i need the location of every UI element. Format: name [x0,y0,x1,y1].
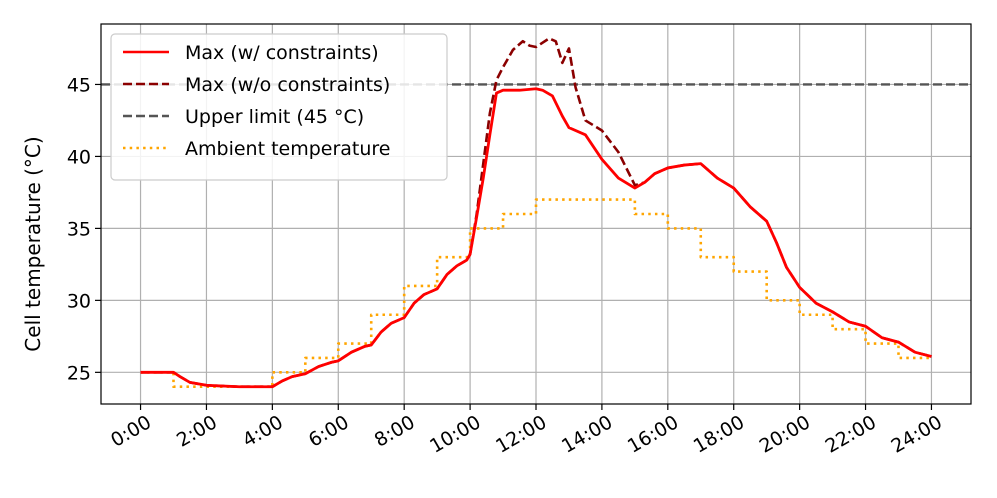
y-tick-label: 45 [67,74,91,96]
y-tick-label: 25 [67,362,91,384]
y-tick-label: 40 [67,146,91,168]
series-layer [101,37,971,389]
legend-label-ambient-temperature: Ambient temperature [185,138,391,160]
legend: Max (w/ constraints) Max (w/o constraints… [110,33,448,181]
y-tick-label: 30 [67,290,91,312]
y-axis-label: Cell temperature (°C) [21,136,45,351]
legend-label-upper-limit-45-c: Upper limit (45 °C) [185,106,364,128]
y-tick-label: 35 [67,218,91,240]
series-line-max-w-constraints [140,87,932,389]
legend-label-max-w-constraints: Max (w/ constraints) [185,42,379,64]
legend-box [110,33,448,181]
series-line-ambient-temperature [140,198,932,389]
legend-label-max-w-o-constraints: Max (w/o constraints) [185,74,390,96]
y-axis: 25 30 35 40 45 [67,74,101,384]
